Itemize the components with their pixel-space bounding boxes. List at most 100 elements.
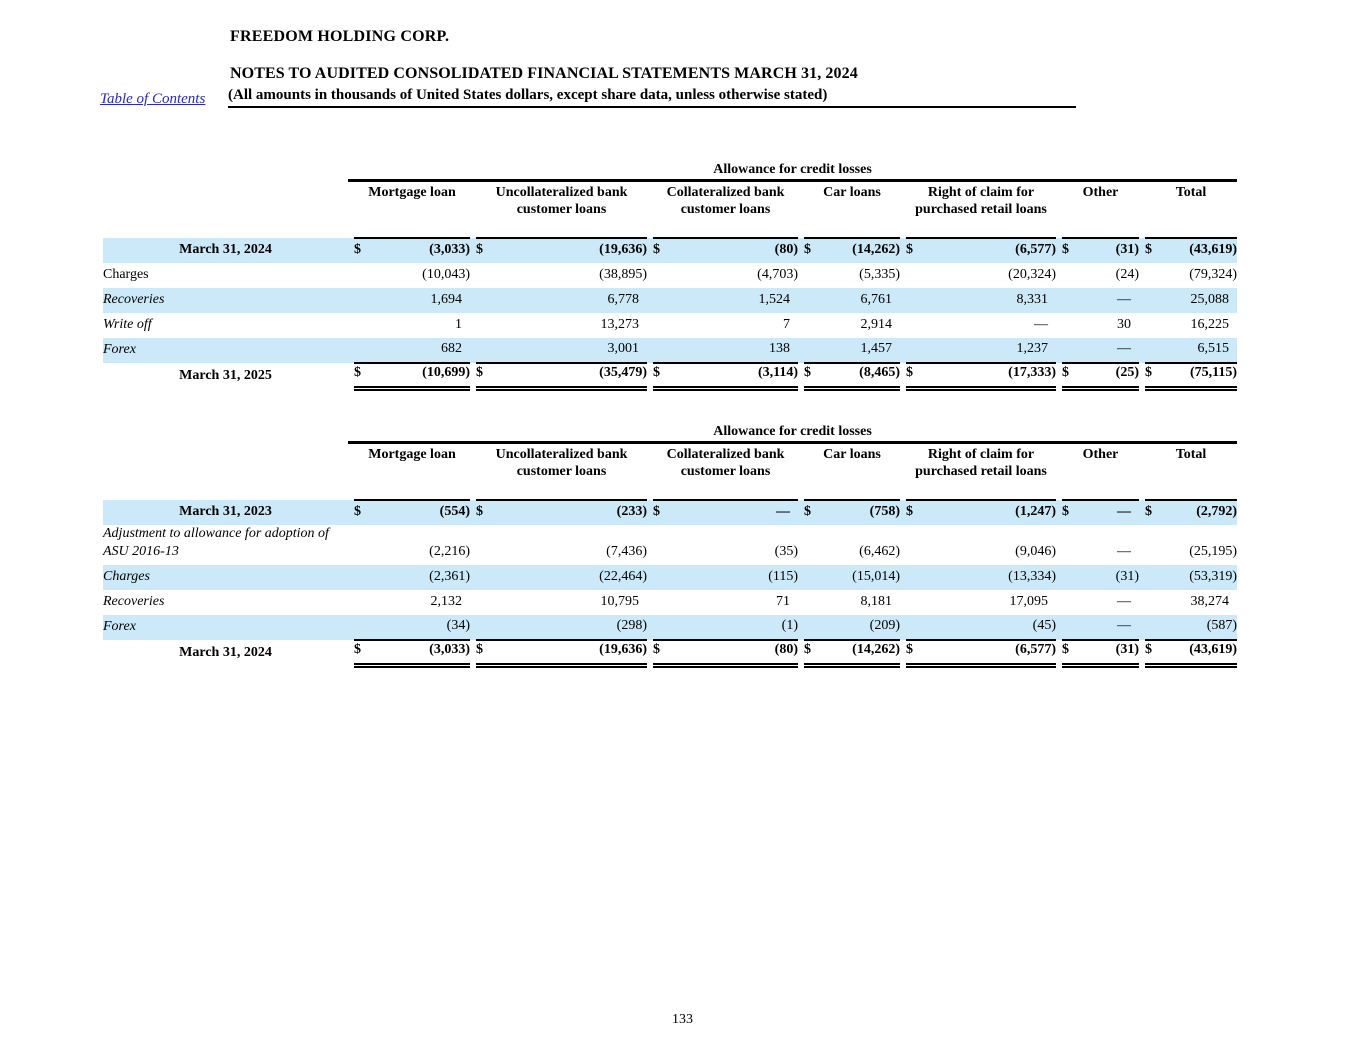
group-header-row: Allowance for credit losses <box>103 420 1238 444</box>
group-header-row: Allowance for credit losses <box>103 158 1238 182</box>
dollar-sign: $ <box>1145 500 1161 525</box>
value-cell: — <box>1078 500 1139 525</box>
dollar-sign <box>653 590 669 615</box>
dollar-sign <box>906 263 922 288</box>
row-label: Recoveries <box>103 594 165 609</box>
value-cell: (35) <box>774 544 798 559</box>
value-cell: — <box>1078 615 1139 641</box>
dollar-sign: $ <box>354 640 370 668</box>
value-cell: (6,577) <box>922 238 1056 263</box>
dollar-sign: $ <box>906 238 922 263</box>
table-row: March 31, 2025 $ (10,699) $ (35,479) $ (3,114)… <box>103 363 1238 391</box>
value-cell: — <box>1117 594 1131 609</box>
value-cell: (17,333) <box>922 363 1056 391</box>
dollar-sign: $ <box>653 500 669 525</box>
dollar-sign: $ <box>653 363 669 391</box>
value-cell: (4,703) <box>757 267 798 282</box>
table-row: Adjustment to allowance for adoption of … <box>103 525 1237 565</box>
value-cell: (7,436) <box>606 544 647 559</box>
dollar-sign <box>906 590 922 615</box>
column-header-row: Mortgage loan Uncollateralized bank custo… <box>103 180 1238 239</box>
table-row: Recoveries 1,694 6,778 1,524 6,761 8,331 — 25,0… <box>103 288 1238 313</box>
table-of-contents-link[interactable]: Table of Contents <box>100 91 206 107</box>
dollar-sign: $ <box>906 500 922 525</box>
value-cell: (2,216) <box>429 544 470 559</box>
dollar-sign <box>1145 590 1161 615</box>
dollar-sign <box>1062 338 1078 364</box>
value-cell: 16,225 <box>1190 317 1230 332</box>
dollar-sign: $ <box>906 640 922 668</box>
dollar-sign <box>804 288 820 313</box>
dollar-sign: $ <box>1062 500 1078 525</box>
row-label: Adjustment to allowance for adoption of … <box>103 526 329 559</box>
value-cell: 25,088 <box>1161 288 1238 313</box>
value-cell: (43,619) <box>1161 238 1238 263</box>
dollar-sign <box>653 615 669 641</box>
dollar-sign <box>804 615 820 641</box>
value-cell: (3,114) <box>669 363 798 391</box>
dollar-sign: $ <box>804 640 820 668</box>
value-cell: (3,033) <box>370 640 470 668</box>
dollar-sign <box>804 338 820 364</box>
value-cell: (22,464) <box>492 565 647 590</box>
table-row: Forex (34) (298) (1) (209) (45) — (587) <box>103 615 1238 641</box>
dollar-sign <box>1145 263 1161 288</box>
value-cell: 13,273 <box>600 317 640 332</box>
dollar-sign <box>653 525 669 565</box>
value-cell: (587) <box>1161 615 1238 641</box>
table-row: March 31, 2023 $ (554) $ (233) $ — $ (758) $ (1,24… <box>103 500 1238 525</box>
value-cell: (10,699) <box>370 363 470 391</box>
allowance-table-fy2024-wrap: Allowance for credit losses Mortgage loan… <box>103 420 1238 668</box>
document-title: NOTES TO AUDITED CONSOLIDATED FINANCIAL … <box>230 65 858 82</box>
value-cell: 2,132 <box>430 594 463 609</box>
dollar-sign <box>804 525 820 565</box>
dollar-sign: $ <box>354 500 370 525</box>
value-cell: (38,895) <box>599 267 647 282</box>
value-cell: — <box>669 500 798 525</box>
table-caption: Allowance for credit losses <box>348 158 1238 182</box>
value-cell: (1) <box>669 615 798 641</box>
column-header: Collateralized bank customer loans <box>653 442 798 501</box>
column-header: Uncollateralized bank customer loans <box>476 442 647 501</box>
column-header: Total <box>1145 442 1238 501</box>
dollar-sign <box>653 338 669 364</box>
dollar-sign: $ <box>1145 363 1161 391</box>
dollar-sign <box>476 338 492 364</box>
document-subtitle: (All amounts in thousands of United Stat… <box>228 87 828 103</box>
value-cell: 2,914 <box>860 317 893 332</box>
column-header: Uncollateralized bank customer loans <box>476 180 647 239</box>
row-label: Charges <box>103 267 149 282</box>
dollar-sign <box>1145 338 1161 364</box>
value-cell: 1,694 <box>370 288 470 313</box>
value-cell: 71 <box>776 594 790 609</box>
company-name: FREEDOM HOLDING CORP. <box>230 28 450 45</box>
dollar-sign <box>1062 590 1078 615</box>
dollar-sign <box>906 338 922 364</box>
value-cell: (79,324) <box>1189 267 1238 282</box>
value-cell: — <box>1117 544 1131 559</box>
value-cell: 17,095 <box>1009 594 1049 609</box>
dollar-sign <box>476 590 492 615</box>
value-cell: 682 <box>370 338 470 364</box>
table-row: March 31, 2024 $ (3,033) $ (19,636) $ (80) $ (14… <box>103 640 1238 668</box>
value-cell: (15,014) <box>820 565 900 590</box>
table-row: Recoveries 2,132 10,795 71 8,181 17,095 — 38,27… <box>103 590 1237 615</box>
value-cell: 6,761 <box>820 288 900 313</box>
dollar-sign <box>653 263 669 288</box>
value-cell: 10,795 <box>600 594 640 609</box>
value-cell: 1,237 <box>922 338 1056 364</box>
dollar-sign <box>354 615 370 641</box>
dollar-sign <box>354 525 370 565</box>
dollar-sign <box>906 525 922 565</box>
value-cell: (758) <box>820 500 900 525</box>
dollar-sign: $ <box>476 640 492 668</box>
row-label: March 31, 2024 <box>103 238 348 263</box>
value-cell: (80) <box>669 640 798 668</box>
dollar-sign <box>476 263 492 288</box>
dollar-sign: $ <box>476 363 492 391</box>
value-cell: 6,778 <box>492 288 647 313</box>
value-cell: (115) <box>669 565 798 590</box>
allowance-table-fy2025-wrap: Allowance for credit losses Mortgage loan… <box>103 158 1238 391</box>
column-header: Mortgage loan <box>354 442 470 501</box>
value-cell: (53,319) <box>1161 565 1238 590</box>
